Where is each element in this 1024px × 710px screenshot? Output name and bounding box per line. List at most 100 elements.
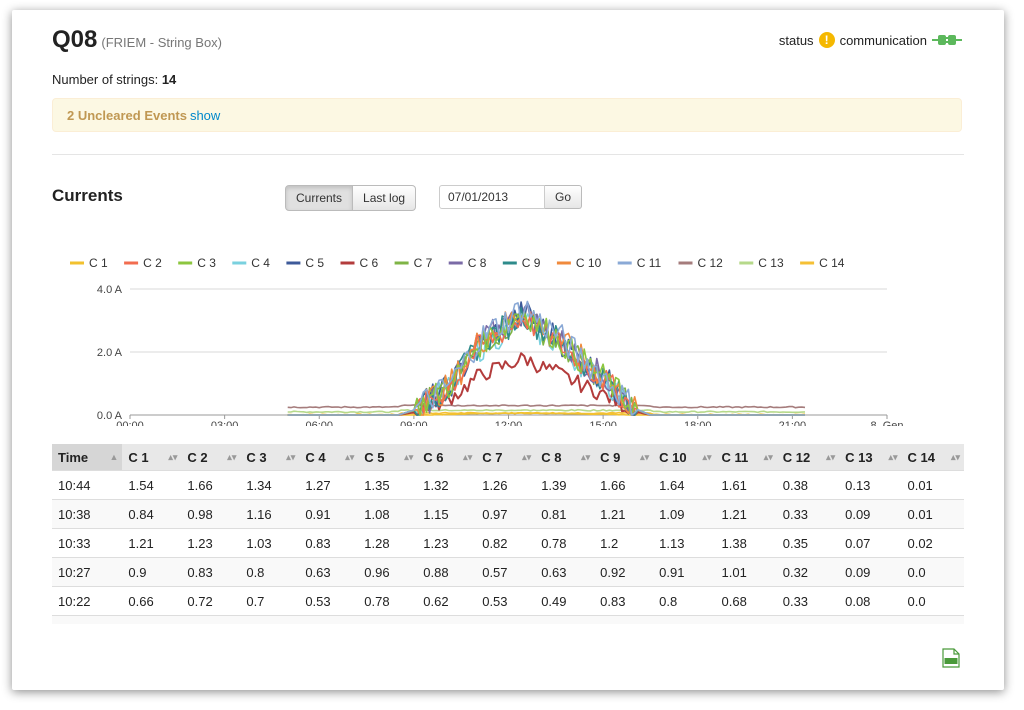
- tab-last-log[interactable]: Last log: [353, 185, 417, 211]
- xls-export-icon[interactable]: [942, 648, 960, 668]
- plug-icon[interactable]: [932, 34, 962, 46]
- legend-label: C 13: [758, 256, 784, 270]
- table-cell: 0.33: [776, 586, 840, 616]
- table-cell: 1.21: [715, 499, 777, 529]
- table-cell: 0.07: [839, 528, 902, 558]
- table-cell: 10:22: [52, 586, 123, 616]
- device-subtitle: (FRIEM - String Box): [101, 35, 222, 50]
- table-cell: 10:44: [52, 470, 123, 500]
- table-cell: 1.23: [181, 528, 241, 558]
- communication-label: communication: [839, 32, 927, 48]
- table-cell: 1.39: [535, 470, 595, 500]
- sort-icon: ▴▾: [702, 452, 712, 462]
- table-cell: 0.97: [476, 499, 536, 529]
- table-cell: 0.0: [901, 557, 964, 587]
- column-header-c-12[interactable]: C 12 ▴▾: [776, 444, 840, 471]
- table-row: 10:44 1.54 1.66 1.34 1.27 1.35 1.32 1.26 1.39 1.6…: [52, 470, 964, 500]
- status-label: status: [778, 32, 814, 48]
- divider: [52, 154, 964, 155]
- series-line-c11: [287, 300, 805, 416]
- column-header-c-8[interactable]: C 8 ▴▾: [535, 444, 595, 471]
- table-header-row: Time ▲ C 1 ▴▾ C 2 ▴▾ C 3 ▴▾ C 4 ▴▾ C 5 ▴▾ C 6 ▴▾ C 7 ▴▾…: [52, 444, 964, 471]
- table-cell: 0.87: [299, 615, 359, 624]
- column-header-c-10[interactable]: C 10 ▴▾: [653, 444, 716, 471]
- column-header-c-7[interactable]: C 7 ▴▾: [476, 444, 536, 471]
- table-row: 10:22 0.66 0.72 0.7 0.53 0.78 0.62 0.53 0.49 0.83…: [52, 586, 964, 616]
- table-cell: 0.68: [715, 586, 777, 616]
- legend-label: C 5: [305, 256, 324, 270]
- x-tick-label: 03:00: [211, 420, 239, 426]
- column-header-c-14[interactable]: C 14 ▴▾: [901, 444, 964, 471]
- strings-count: Number of strings: 14: [52, 72, 176, 87]
- page-title: Q08 (FRIEM - String Box): [52, 26, 222, 54]
- table-cell: 0.99: [181, 615, 241, 624]
- show-events-link[interactable]: show: [189, 108, 221, 123]
- x-tick-label: 12:00: [495, 420, 523, 426]
- section-title: Currents: [52, 186, 123, 205]
- table-cell: 0.83: [299, 528, 359, 558]
- x-tick-label: 06:00: [305, 420, 333, 426]
- table-cell: 0.9: [122, 557, 182, 587]
- table-cell: 0.32: [776, 557, 840, 587]
- series-line-c2: [287, 311, 805, 416]
- table-cell: 1.28: [358, 528, 418, 558]
- x-tick-label: 15:00: [589, 420, 617, 426]
- table-cell: 1.16: [240, 499, 300, 529]
- date-picker: Go: [439, 185, 583, 209]
- sort-icon: ▴▾: [168, 452, 178, 462]
- y-tick-label: 0.0 A: [97, 410, 123, 422]
- column-header-c-11[interactable]: C 11 ▴▾: [715, 444, 777, 471]
- table-cell: 0.86: [476, 615, 536, 624]
- table-cell: 1.01: [715, 557, 777, 587]
- table-cell: 1.09: [653, 499, 716, 529]
- table-cell: 0.0: [901, 615, 964, 624]
- legend-label: C 4: [251, 256, 270, 270]
- x-tick-label: 00:00: [116, 420, 144, 426]
- strings-value: 14: [161, 72, 177, 87]
- table-cell: 0.08: [839, 586, 902, 616]
- table-cell: 0.96: [358, 557, 418, 587]
- table-cell: 0.09: [839, 499, 902, 529]
- table-cell: 0.78: [535, 528, 595, 558]
- table-cell: 0.35: [776, 528, 840, 558]
- table-cell: 0.1: [839, 615, 902, 624]
- column-header-c-4[interactable]: C 4 ▴▾: [299, 444, 359, 471]
- table-cell: 0.33: [776, 615, 840, 624]
- table-cell: 0.7: [240, 586, 300, 616]
- table-cell: 1.23: [417, 528, 477, 558]
- column-header-c-13[interactable]: C 13 ▴▾: [839, 444, 902, 471]
- currents-chart: C 1 C 2 C 3 C 4 C 5 C 6 C 7 C 8 C 9 C 10 C 11 C 12 C…: [70, 256, 904, 426]
- column-header-time[interactable]: Time ▲: [52, 444, 123, 471]
- table-cell: 1.27: [299, 470, 359, 500]
- date-input[interactable]: [439, 185, 545, 209]
- warning-icon[interactable]: !: [818, 32, 835, 48]
- sort-icon: ▴▾: [826, 452, 836, 462]
- legend-label: C 3: [197, 256, 216, 270]
- table-cell: 0.91: [299, 499, 359, 529]
- table-cell: 0.53: [476, 586, 536, 616]
- table-cell: 0.84: [122, 499, 182, 529]
- legend-label: C 14: [819, 256, 845, 270]
- legend-label: C 11: [637, 256, 662, 270]
- table-cell: 1.08: [358, 499, 418, 529]
- table-cell: 10:27: [52, 557, 123, 587]
- sort-icon: ▴▾: [522, 452, 532, 462]
- tab-currents[interactable]: Currents: [285, 185, 354, 211]
- column-header-c-6[interactable]: C 6 ▴▾: [417, 444, 477, 471]
- table-cell: 1.06: [417, 615, 477, 624]
- column-header-c-5[interactable]: C 5 ▴▾: [358, 444, 418, 471]
- column-header-c-9[interactable]: C 9 ▴▾: [594, 444, 654, 471]
- table-cell: 1.34: [240, 470, 300, 500]
- x-tick-label: 18:00: [684, 420, 712, 426]
- column-header-c-2[interactable]: C 2 ▴▾: [181, 444, 241, 471]
- sort-icon: ▴▾: [888, 452, 898, 462]
- table-cell: 1.66: [594, 470, 654, 500]
- table-cell: 1.35: [358, 470, 418, 500]
- table-cell: 10:16: [52, 615, 123, 624]
- column-header-c-1[interactable]: C 1 ▴▾: [122, 444, 182, 471]
- go-button[interactable]: Go: [545, 185, 583, 209]
- table-cell: 0.83: [594, 586, 654, 616]
- table-cell: 1.26: [594, 615, 654, 624]
- column-header-c-3[interactable]: C 3 ▴▾: [240, 444, 300, 471]
- legend-label: C 1: [89, 256, 108, 270]
